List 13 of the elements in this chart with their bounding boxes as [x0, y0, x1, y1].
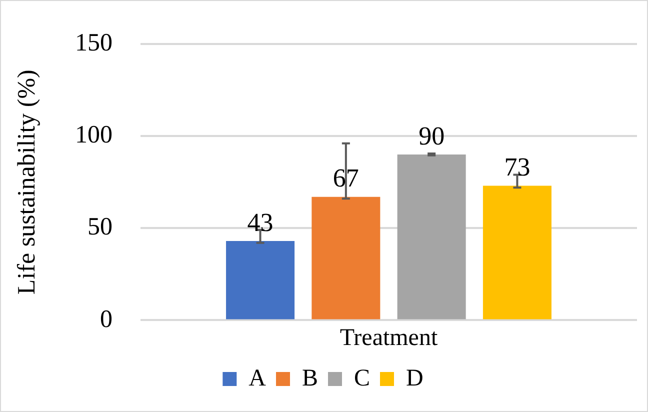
- y-axis-title: Life sustainability (%): [14, 70, 41, 295]
- y-tick-label: 0: [100, 306, 112, 333]
- legend-label: B: [302, 365, 318, 392]
- legend-label: A: [248, 365, 267, 392]
- y-tick-label: 50: [88, 214, 112, 241]
- legend-label: C: [354, 365, 370, 392]
- data-label: 43: [247, 208, 274, 237]
- legend-label: D: [406, 365, 424, 392]
- data-label: 90: [418, 121, 445, 150]
- y-tick-label: 150: [75, 30, 112, 57]
- data-label: 73: [504, 152, 530, 182]
- y-tick-label: 100: [75, 122, 112, 149]
- x-tick-label: Treatment: [340, 324, 438, 351]
